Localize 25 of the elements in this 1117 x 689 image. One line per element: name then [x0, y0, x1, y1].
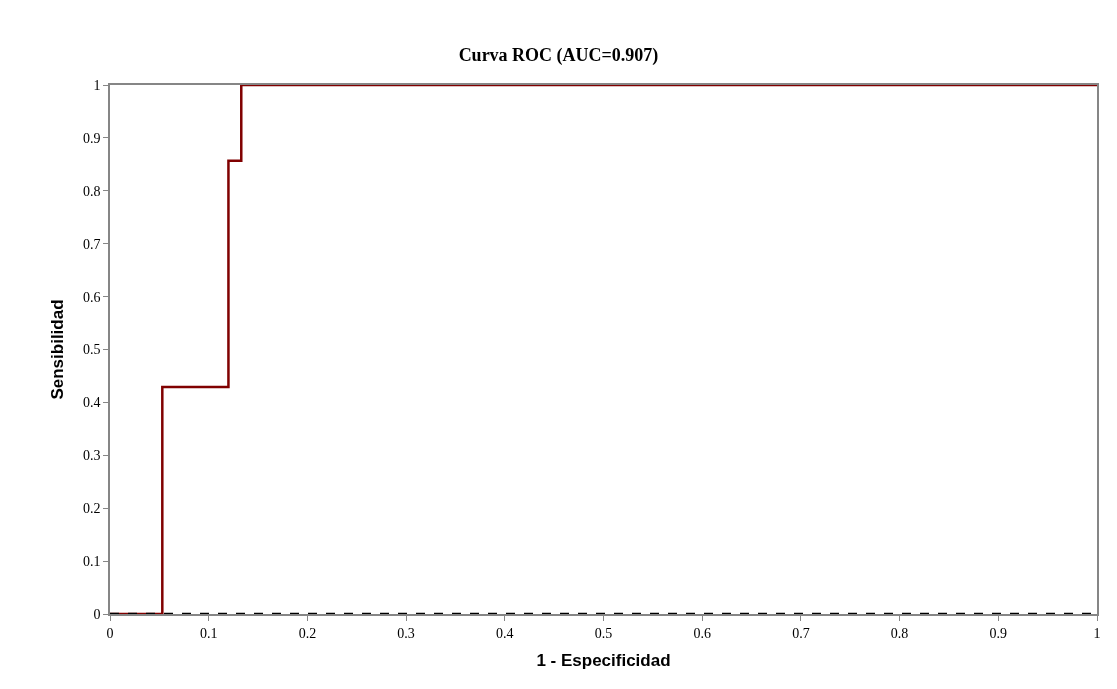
x-axis-title: 1 - Especificidad	[536, 651, 671, 671]
x-tick-label: 0.7	[792, 625, 810, 641]
y-tick-label: 0.8	[82, 183, 101, 199]
x-tick-label: 0.9	[989, 625, 1008, 641]
y-tick-label: 0	[93, 606, 101, 622]
x-tick-label: 0.1	[199, 625, 218, 641]
x-tick-label: 0.5	[594, 625, 613, 641]
x-tick-label: 0.6	[693, 625, 711, 641]
x-tick-label: 0	[106, 625, 114, 641]
y-tick-label: 0.7	[82, 236, 101, 252]
y-tick-label: 0.1	[82, 554, 101, 569]
y-tick-label: 0.2	[82, 501, 101, 517]
x-tick-label: 1	[1093, 625, 1101, 641]
y-tick-label: 0.3	[82, 448, 101, 464]
y-tick-label: 0.4	[82, 395, 101, 411]
y-axis-title: Sensibilidad	[48, 299, 67, 400]
x-tick-label: 0.3	[397, 625, 415, 641]
y-tick-label: 0.9	[82, 130, 101, 146]
y-tick-label: 0.5	[82, 342, 101, 358]
y-tick-label: 0.6	[82, 289, 101, 305]
x-tick-label: 0.8	[890, 625, 909, 641]
chart-title: Curva ROC (AUC=0.907)	[458, 44, 659, 66]
x-tick-label: 0.4	[496, 625, 514, 641]
y-tick-label: 1	[93, 77, 101, 93]
x-tick-label: 0.2	[298, 625, 317, 641]
